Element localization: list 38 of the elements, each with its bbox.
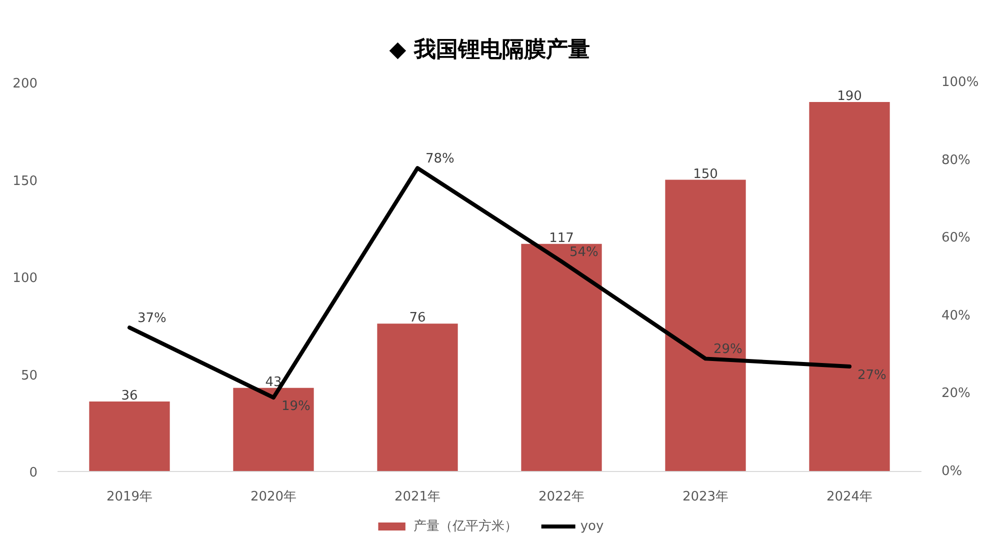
x-tick-label: 2023年 bbox=[682, 490, 729, 504]
bar bbox=[809, 102, 890, 472]
y-tick-label: 200 bbox=[12, 76, 38, 92]
bar bbox=[377, 324, 458, 472]
y-tick-label: 150 bbox=[12, 174, 38, 189]
bar bbox=[665, 180, 746, 472]
data-label: 117 bbox=[549, 230, 574, 246]
x-tick-label: 2021年 bbox=[394, 490, 441, 504]
x-tick-label: 2022年 bbox=[538, 490, 585, 504]
data-label: 19% bbox=[282, 399, 310, 414]
bar bbox=[521, 244, 602, 472]
y2-tick-label: 100% bbox=[942, 75, 979, 90]
data-label: 76 bbox=[409, 310, 426, 326]
data-label: 43 bbox=[265, 374, 282, 390]
bar bbox=[233, 388, 314, 472]
data-label: 27% bbox=[858, 368, 886, 383]
data-label: 37% bbox=[138, 311, 166, 326]
x-tick-label: 2020年 bbox=[250, 490, 297, 504]
y-tick-label: 100 bbox=[12, 271, 38, 286]
y2-tick-label: 80% bbox=[942, 152, 970, 168]
y2-tick-label: 60% bbox=[942, 230, 970, 246]
data-label: 150 bbox=[693, 166, 718, 182]
chart-title: ◆ 我国锂电隔膜产量 bbox=[389, 36, 590, 62]
data-label: 190 bbox=[837, 88, 862, 104]
data-label: 36 bbox=[121, 388, 138, 404]
y-tick-label: 0 bbox=[29, 466, 38, 480]
legend-label: 产量（亿平方米） bbox=[413, 518, 518, 535]
legend-label: yoy bbox=[580, 518, 604, 534]
y2-tick-label: 0% bbox=[942, 464, 962, 479]
data-label: 54% bbox=[570, 244, 598, 260]
data-label: 78% bbox=[426, 152, 454, 167]
x-tick-label: 2019年 bbox=[106, 490, 153, 504]
y2-tick-label: 40% bbox=[942, 308, 970, 324]
y2-tick-label: 20% bbox=[942, 386, 970, 402]
x-tick-label: 2024年 bbox=[826, 490, 873, 504]
y-tick-label: 50 bbox=[20, 368, 38, 384]
bar bbox=[89, 401, 170, 472]
data-label: 29% bbox=[714, 342, 742, 358]
